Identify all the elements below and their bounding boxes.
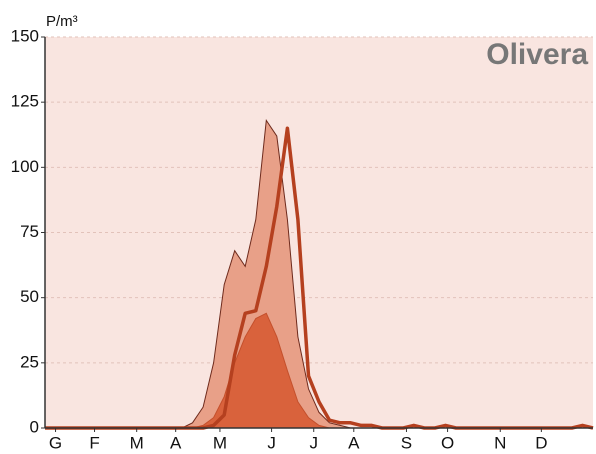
y-tick-label: 75 xyxy=(20,222,39,241)
plot-area xyxy=(45,37,593,428)
x-tick-label: D xyxy=(535,433,547,452)
x-tick-label: A xyxy=(348,433,360,452)
x-tick-label: A xyxy=(170,433,182,452)
y-axis-label: P/m³ xyxy=(46,13,78,30)
x-tick-label: J xyxy=(309,433,318,452)
y-tick-label: 50 xyxy=(20,287,39,306)
x-tick-label: O xyxy=(441,433,454,452)
y-tick-label: 0 xyxy=(30,417,39,436)
x-tick-label: F xyxy=(89,433,99,452)
x-tick-label: N xyxy=(494,433,506,452)
y-tick-label: 150 xyxy=(11,26,39,45)
y-tick-label: 25 xyxy=(20,352,39,371)
y-tick-label: 125 xyxy=(11,92,39,111)
x-tick-label: S xyxy=(401,433,412,452)
x-tick-label: M xyxy=(130,433,144,452)
chart-title: Olivera xyxy=(486,38,588,71)
y-tick-label: 100 xyxy=(11,157,39,176)
x-tick-label: M xyxy=(213,433,227,452)
x-tick-label: J xyxy=(267,433,276,452)
x-tick-label: G xyxy=(49,433,62,452)
